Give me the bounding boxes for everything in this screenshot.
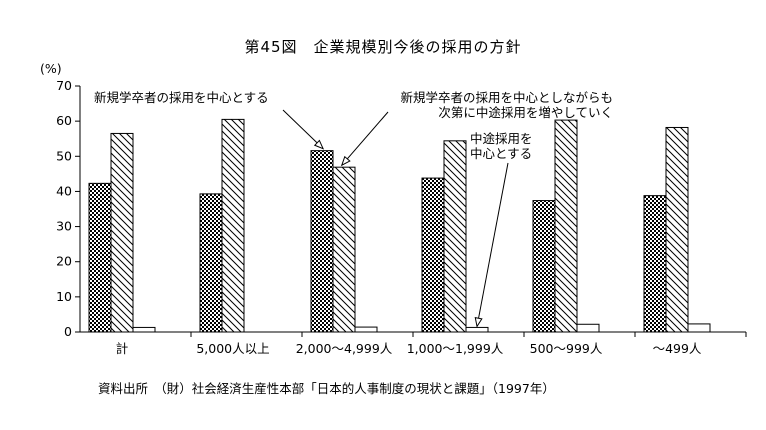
annotation-midcareer-arrow-head [474,316,483,328]
annotation-gradual-midcareer-line-2: 次第に中途採用を増やしていく [438,105,613,120]
bar-3-5 [576,323,600,333]
x-tick-label: 1,000～1,999人 [407,341,504,356]
bar-1-4 [421,177,445,333]
bar-1-5 [532,200,556,333]
x-tick-label: 2,000～4,999人 [296,341,393,356]
source-note: 資料出所 （財）社会経済生産性本部「日本的人事制度の現状と課題」（1997年） [98,381,555,396]
bar-1-6 [643,195,667,333]
x-tick-label: 計 [116,341,129,356]
annotation-midcareer-line-2: 中心とする [470,146,532,161]
y-tick-label: 60 [56,113,72,128]
y-tick-label: 30 [56,219,72,234]
x-tick-label: 5,000人以上 [196,341,269,356]
bar-2-6 [665,126,689,333]
bar-3-3 [354,326,378,333]
annotation-fresh-graduates-arrow-head [313,139,325,150]
bar-2-2 [221,118,245,333]
annotation-midcareer-line-1: 中途採用を [470,131,533,146]
y-tick-label: 50 [56,148,72,163]
y-tick-label: 20 [56,254,72,269]
y-tick-label: 0 [64,324,72,339]
bar-1-3 [310,150,334,333]
x-tick-label: 500～999人 [530,341,603,356]
annotation-fresh-graduates-arrow-line [282,109,324,150]
bar-2-5 [554,119,578,333]
bar-1-2 [199,193,223,333]
chart-title: 第45図 企業規模別今後の採用の方針 [244,38,522,56]
bar-3-1 [132,326,156,333]
bar-2-4 [443,140,467,333]
bar-3-4 [465,326,489,333]
annotation-gradual-midcareer-arrow-line [341,111,389,166]
bar-2-1 [110,132,134,333]
annotation-fresh-graduates-line-1: 新規学卒者の採用を中心とする [94,90,269,105]
bar-2-3 [332,166,356,333]
annotation-gradual-midcareer-line-1: 新規学卒者の採用を中心としながらも [400,90,613,105]
y-axis-label: (%) [40,61,62,76]
bar-3-6 [687,323,711,333]
x-tick-label: ～499人 [653,341,702,356]
y-tick-label: 10 [56,289,72,304]
annotation-gradual-midcareer-arrow-head [340,155,351,167]
bar-1-1 [88,182,112,333]
annotation-midcareer-arrow-line [476,162,509,327]
y-tick-label: 70 [56,78,72,93]
y-tick-label: 40 [56,183,72,198]
